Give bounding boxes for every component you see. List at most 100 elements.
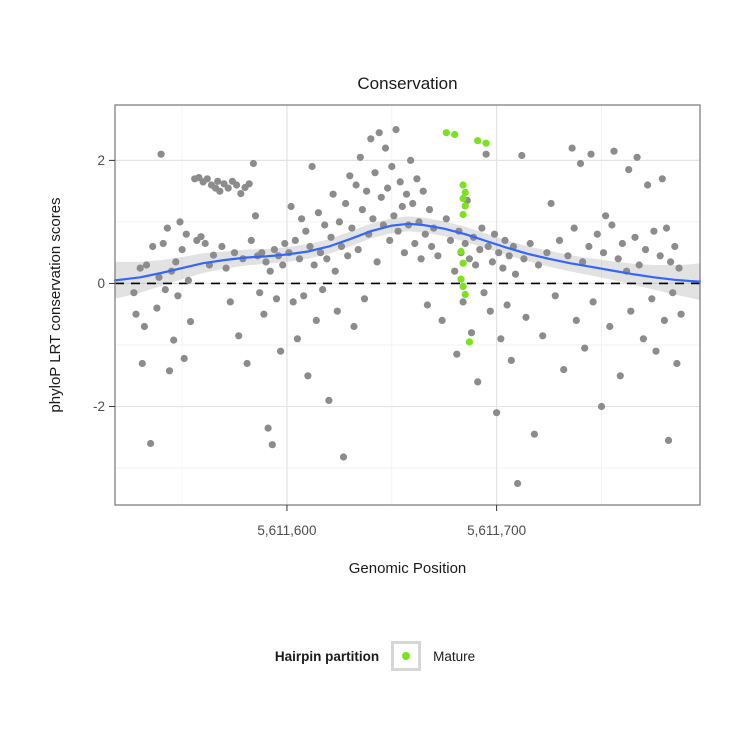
legend-item-label: Mature: [433, 648, 476, 664]
data-point-other: [329, 190, 337, 198]
data-point-other: [251, 212, 260, 220]
data-point-other: [287, 202, 295, 211]
data-point-other: [530, 430, 539, 438]
data-point-other: [367, 135, 375, 143]
data-point-mature: [459, 259, 467, 267]
data-point-other: [488, 258, 496, 266]
data-point-other: [599, 249, 608, 257]
data-point-other: [356, 153, 364, 161]
data-point-other: [186, 318, 195, 326]
data-point-other: [587, 150, 595, 158]
data-point-other: [256, 289, 264, 297]
data-point-other: [602, 212, 610, 220]
data-point-other: [321, 221, 329, 229]
legend: Hairpin partition Mature: [0, 638, 750, 674]
smooth-line: [113, 222, 702, 283]
data-point-other: [306, 242, 314, 251]
data-point-mature: [482, 139, 490, 147]
data-point-other: [281, 239, 289, 248]
data-point-other: [428, 242, 436, 251]
data-point-mature: [457, 275, 465, 283]
data-point-other: [388, 162, 396, 171]
data-point-other: [337, 242, 346, 251]
data-point-other: [291, 236, 299, 244]
data-point-other: [451, 267, 459, 275]
data-point-other: [268, 441, 276, 449]
data-point-other: [520, 255, 528, 263]
data-point-other: [490, 230, 499, 238]
data-point-other: [486, 307, 494, 315]
x-tick-label: 5,611,700: [467, 523, 526, 538]
data-point-other: [247, 236, 255, 244]
data-point-other: [147, 439, 155, 448]
data-point-other: [298, 215, 306, 223]
data-point-other: [342, 199, 350, 208]
data-point-other: [606, 322, 614, 331]
data-point-other: [568, 144, 576, 152]
data-point-other: [465, 255, 473, 263]
data-point-other: [174, 292, 182, 300]
data-point-other: [224, 184, 232, 192]
data-point-other: [438, 316, 446, 324]
data-point-other: [610, 147, 618, 155]
data-point-other: [178, 246, 186, 254]
x-tick-label: 5,611,600: [257, 523, 316, 538]
data-point-other: [277, 347, 285, 355]
data-point-other: [478, 224, 486, 232]
data-point-other: [155, 273, 163, 281]
data-point-other: [176, 218, 184, 226]
data-point-other: [358, 206, 366, 214]
data-point-other: [662, 224, 671, 232]
data-point-other: [153, 304, 161, 312]
data-point-other: [648, 295, 656, 303]
data-point-other: [371, 169, 379, 177]
data-point-other: [243, 359, 251, 368]
data-point-other: [652, 347, 660, 355]
data-point-other: [555, 236, 564, 244]
data-point-other: [474, 378, 482, 386]
data-point-other: [411, 239, 419, 248]
data-point-other: [249, 159, 257, 168]
data-point-other: [396, 178, 404, 186]
data-point-other: [203, 175, 211, 183]
data-point-other: [518, 151, 526, 160]
data-point-other: [214, 177, 222, 185]
data-point-other: [308, 162, 316, 171]
data-point-other: [505, 252, 513, 260]
data-point-other: [511, 270, 520, 278]
data-point-other: [300, 292, 308, 300]
data-point-other: [138, 359, 146, 368]
data-point-other: [480, 289, 488, 297]
data-point-other: [419, 187, 427, 195]
data-point-other: [369, 215, 377, 223]
data-point-other: [579, 258, 587, 266]
data-point-mature: [465, 338, 473, 346]
data-point-other: [346, 172, 354, 180]
data-point-other: [348, 224, 356, 232]
data-point-other: [576, 159, 585, 168]
data-point-other: [675, 264, 683, 272]
y-tick-label: 0: [97, 276, 105, 291]
data-point-other: [270, 246, 278, 254]
data-point-other: [377, 193, 385, 201]
data-point-mature: [459, 194, 467, 203]
data-point-other: [495, 249, 503, 257]
data-point-other: [266, 267, 274, 275]
data-point-other: [501, 236, 509, 244]
data-point-mature: [459, 282, 467, 291]
data-point-other: [581, 344, 589, 352]
data-point-other: [677, 310, 685, 318]
data-point-other: [130, 289, 138, 297]
data-point-other: [363, 187, 371, 195]
data-point-other: [289, 298, 297, 306]
data-point-mature: [451, 130, 459, 139]
data-point-other: [446, 236, 455, 244]
data-point-other: [165, 367, 174, 375]
data-point-other: [461, 239, 469, 248]
data-point-other: [597, 402, 606, 411]
data-point-other: [272, 295, 281, 303]
data-point-other: [497, 335, 505, 343]
data-point-other: [503, 301, 511, 309]
y-tick-label: -2: [93, 399, 105, 414]
data-point-other: [163, 224, 171, 232]
